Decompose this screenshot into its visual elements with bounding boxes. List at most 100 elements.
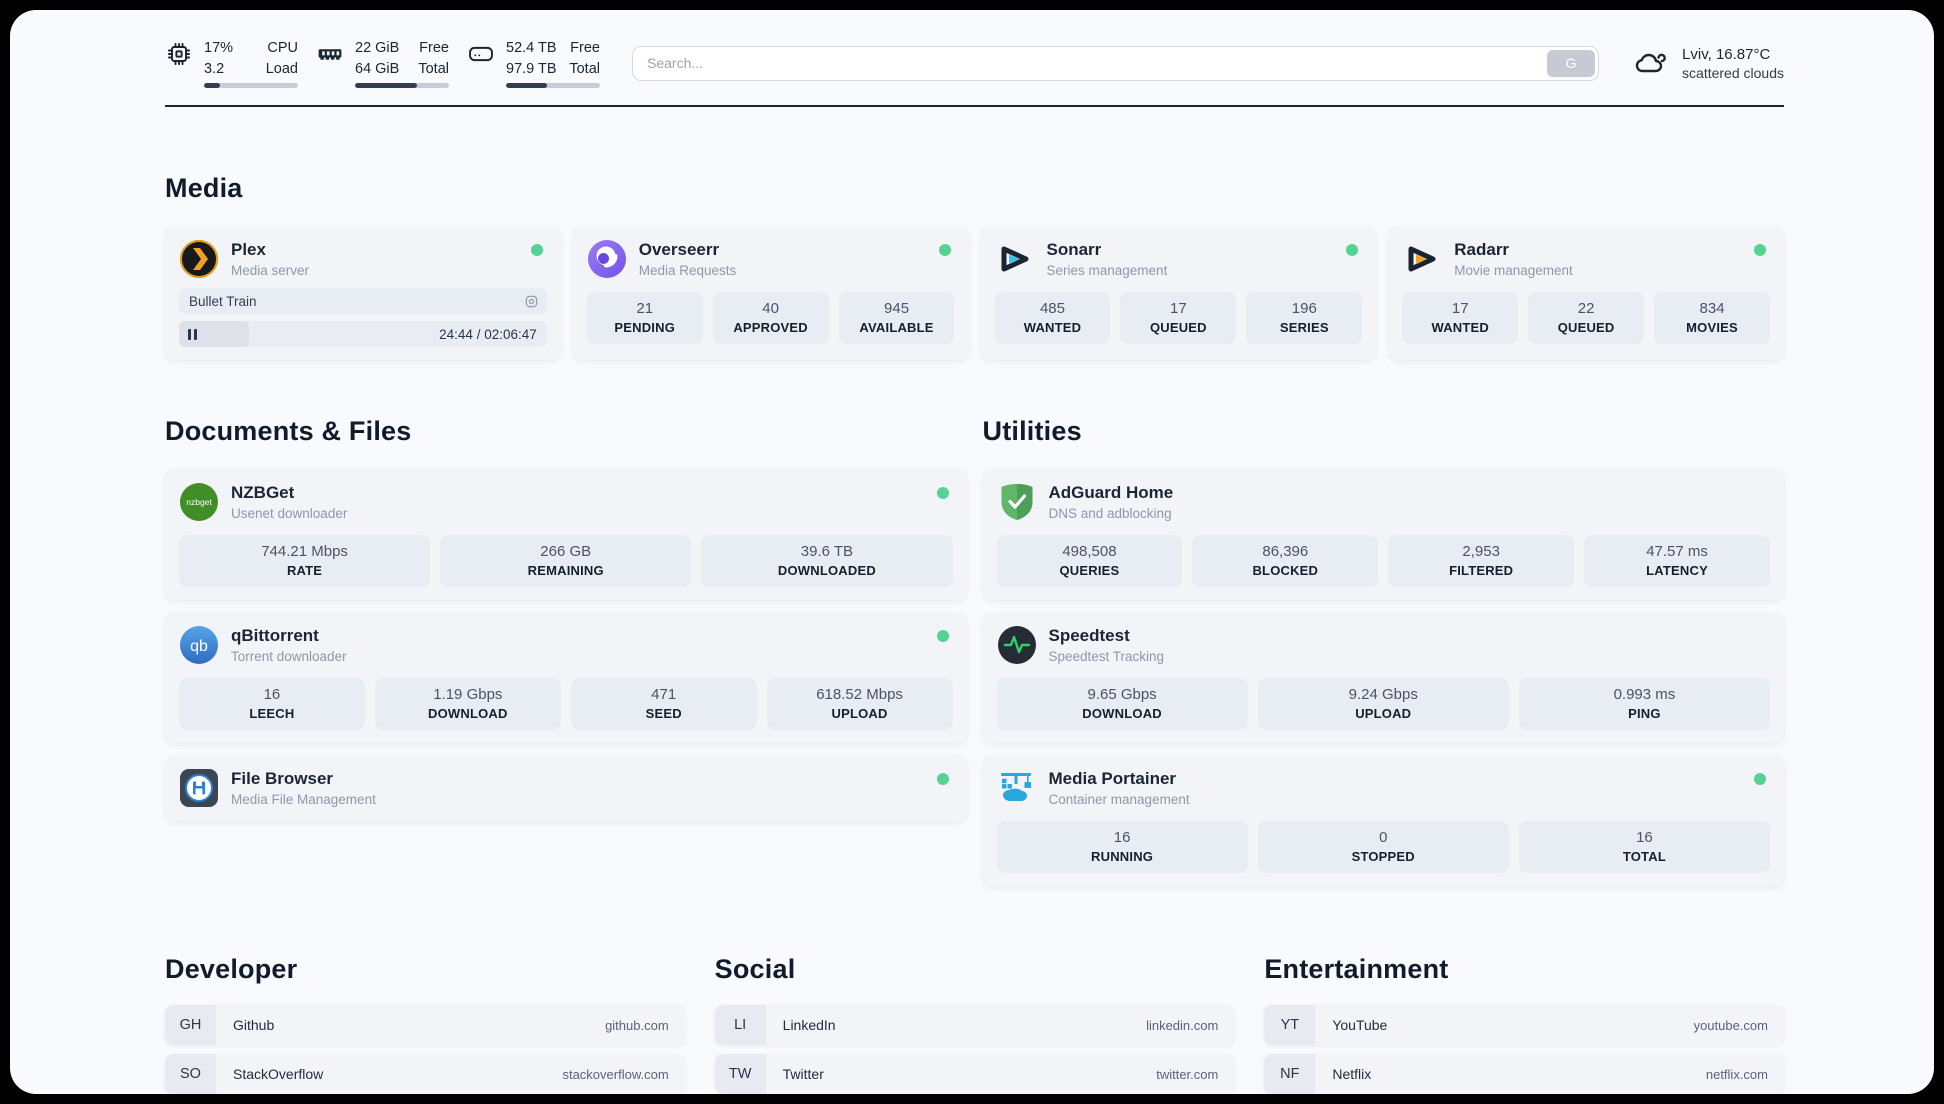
disk-progress-bar [506, 83, 600, 89]
weather-widget[interactable]: Lviv, 16.87°C scattered clouds [1633, 46, 1784, 81]
status-online-dot [1754, 244, 1766, 257]
adguard-card[interactable]: AdGuard Home DNS and adblocking 498,508 Q… [982, 469, 1784, 601]
speedtest-card[interactable]: Speedtest Speedtest Tracking 9.65 Gbps DO… [982, 612, 1784, 744]
playback-time: 24:44 / 02:06:47 [439, 326, 537, 342]
nzbget-icon: nzbget [179, 482, 219, 522]
cpu-stat: 17% 3.2 CPU Load [165, 38, 298, 89]
stat-pending: 21 PENDING [586, 292, 703, 345]
bookmark-tag: NF [1264, 1054, 1316, 1094]
sonarr-card[interactable]: Sonarr Series management 485 WANTED 17 QUE… [980, 226, 1377, 361]
bookmark-tag: SO [165, 1054, 216, 1094]
ram-icon [316, 40, 344, 68]
cloud-icon [1633, 48, 1669, 78]
status-online-dot [936, 487, 949, 500]
service-name: Speedtest [1048, 626, 1130, 646]
stat-wanted: 17 WANTED [1402, 292, 1519, 345]
media-section-title: Media [165, 173, 243, 204]
stat-stopped: 0 STOPPED [1257, 821, 1509, 874]
status-online-dot [1346, 244, 1359, 257]
status-online-dot [936, 773, 949, 786]
nzbget-card[interactable]: nzbget NZBGet Usenet downloader 744.21 M… [165, 469, 967, 601]
bookmark-url: linkedin.com [1146, 1017, 1219, 1033]
qbittorrent-card[interactable]: qb qBittorrent Torrent downloader 16 LEEC… [165, 612, 967, 744]
service-name: File Browser [231, 769, 334, 789]
stat-queries: 498,508 QUERIES [996, 535, 1183, 588]
bookmark-name: YouTube [1332, 1017, 1388, 1034]
portainer-card[interactable]: Media Portainer Container management 16 R… [982, 755, 1784, 887]
documents-section-title: Documents & Files [165, 416, 412, 447]
plex-card[interactable]: Plex Media server Bullet Train [165, 226, 561, 361]
top-bar: 17% 3.2 CPU Load [165, 38, 1784, 89]
entertainment-section-title: Entertainment [1264, 954, 1449, 985]
overseerr-card[interactable]: Overseerr Media Requests 21 PENDING 40 APP… [572, 226, 969, 361]
now-playing-title: Bullet Train [189, 293, 257, 309]
ram-stat: 22 GiB 64 GiB Free Total [316, 38, 449, 89]
bookmark-url: twitter.com [1156, 1066, 1219, 1082]
stat-series: 196 SERIES [1246, 292, 1363, 345]
bookmark-url: youtube.com [1693, 1017, 1768, 1033]
svg-text:nzbget: nzbget [186, 497, 212, 507]
bookmark-name: StackOverflow [233, 1066, 324, 1083]
radarr-icon [1402, 239, 1442, 279]
service-name: Plex [231, 240, 266, 260]
bookmark-name: Netflix [1332, 1066, 1372, 1083]
stat-running: 16 RUNNING [996, 821, 1248, 874]
stat-approved: 40 APPROVED [712, 292, 829, 345]
developer-section-title: Developer [165, 954, 298, 985]
bookmarks-developer: Developer GH Github github.com SO StackO… [165, 954, 685, 1094]
search-bar: G [632, 45, 1600, 81]
disk-stat: 52.4 TB 97.9 TB Free Total [467, 38, 600, 89]
service-name: NZBGet [231, 483, 295, 503]
stat-total: 16 TOTAL [1518, 821, 1770, 874]
cpu-progress-bar [204, 83, 298, 89]
sonarr-icon [995, 239, 1035, 279]
stat-download: 9.65 Gbps DOWNLOAD [996, 678, 1248, 731]
service-desc: Media Requests [638, 263, 737, 279]
social-section-title: Social [714, 954, 796, 985]
overseerr-icon [587, 239, 627, 279]
disk-values: 52.4 TB 97.9 TB [506, 40, 557, 77]
filebrowser-card[interactable]: File Browser Media File Management [165, 755, 967, 822]
bookmark-linkedin[interactable]: LI LinkedIn linkedin.com [714, 1005, 1235, 1046]
playback-elapsed-segment [179, 321, 249, 348]
search-engine-button[interactable]: G [1547, 49, 1596, 77]
radarr-card[interactable]: Radarr Movie management 17 WANTED 22 QUEUE… [1388, 226, 1784, 361]
stat-blocked: 86,396 BLOCKED [1192, 535, 1379, 588]
search-input[interactable] [632, 45, 1600, 81]
bookmark-tag: LI [714, 1005, 766, 1046]
bookmark-netflix[interactable]: NF Netflix netflix.com [1264, 1054, 1784, 1094]
service-desc: Media File Management [231, 792, 376, 808]
header-divider [165, 105, 1784, 108]
stat-remaining: 266 GB REMAINING [440, 535, 692, 588]
bookmark-stackoverflow[interactable]: SO StackOverflow stackoverflow.com [165, 1054, 685, 1094]
service-desc: DNS and adblocking [1048, 506, 1172, 522]
stat-seed: 471 SEED [570, 678, 757, 731]
stat-rate: 744.21 Mbps RATE [179, 535, 431, 588]
stat-download: 1.19 Gbps DOWNLOAD [374, 678, 561, 731]
cpu-labels: CPU Load [265, 40, 298, 77]
bookmark-name: Twitter [782, 1066, 824, 1083]
service-desc: Speedtest Tracking [1048, 649, 1165, 665]
ram-values: 22 GiB 64 GiB [355, 40, 400, 77]
bookmark-twitter[interactable]: TW Twitter twitter.com [714, 1054, 1235, 1094]
service-name: qBittorrent [231, 626, 319, 646]
filebrowser-icon [179, 768, 219, 808]
svg-text:qb: qb [190, 638, 208, 655]
stat-downloaded: 39.6 TB DOWNLOADED [701, 535, 953, 588]
service-name: Media Portainer [1048, 769, 1177, 789]
qbittorrent-icon: qb [179, 625, 219, 665]
service-name: Radarr [1454, 240, 1510, 260]
status-online-dot [530, 244, 543, 257]
session-target-icon [524, 294, 539, 309]
stat-queued: 22 QUEUED [1528, 292, 1645, 345]
bookmark-youtube[interactable]: YT YouTube youtube.com [1264, 1005, 1784, 1046]
bookmark-github[interactable]: GH Github github.com [165, 1005, 685, 1046]
speedtest-pulse-icon [997, 625, 1037, 665]
disk-drive-icon [467, 40, 495, 68]
service-desc: Usenet downloader [231, 506, 348, 522]
bookmarks-entertainment: Entertainment YT YouTube youtube.com NF … [1264, 954, 1784, 1094]
plex-icon [179, 239, 219, 279]
stat-available: 945 AVAILABLE [838, 292, 955, 345]
section-documents: Documents & Files nzbget NZBGet Usenet d… [165, 416, 967, 898]
bookmark-tag: GH [165, 1005, 216, 1046]
